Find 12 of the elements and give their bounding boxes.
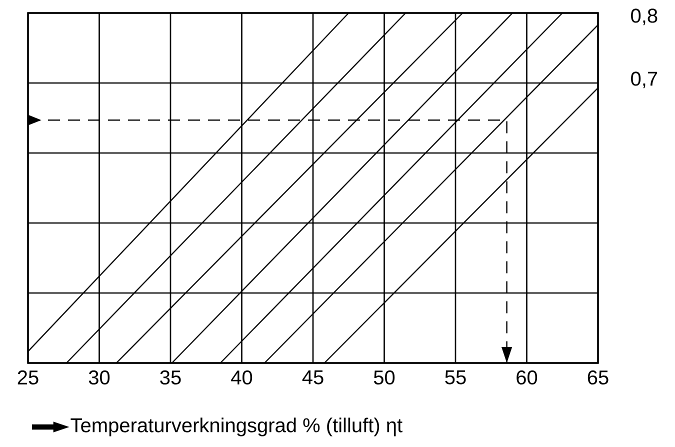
x-tick-label: 50: [374, 370, 395, 385]
x-axis-title: Temperaturverkningsgrad % (tilluft) ηt: [70, 418, 402, 436]
annotation: 0,8: [631, 8, 658, 26]
annotation: 0,7: [631, 72, 658, 88]
x-tick-label: 35: [160, 370, 181, 385]
x-tick-label: 60: [516, 370, 538, 385]
x-tick-label: 45: [302, 370, 324, 384]
x-tick-label: 55: [445, 370, 466, 384]
x-tick-label: 40: [231, 370, 252, 385]
x-tick-label: 25: [18, 370, 38, 385]
x-tick-label: 65: [588, 370, 608, 385]
x-tick-label: 30: [88, 370, 110, 385]
